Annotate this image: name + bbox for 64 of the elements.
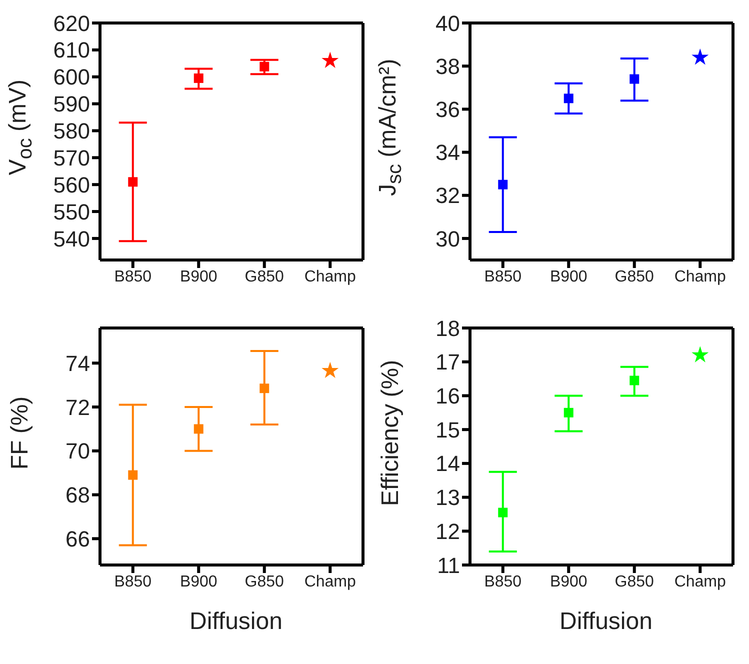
y-tick-label: 36 <box>436 96 460 122</box>
y-tick-label: 70 <box>66 438 90 464</box>
y-tick-label: 40 <box>436 10 460 36</box>
x-axis-title: Diffusion <box>188 608 284 636</box>
point <box>498 508 508 518</box>
x-tick-label: G850 <box>244 573 284 590</box>
point <box>322 362 339 378</box>
x-tick-label: B850 <box>114 268 152 286</box>
x-tick-label: B900 <box>550 573 588 590</box>
y-tick-label: 580 <box>53 118 90 144</box>
y-tick-label: 600 <box>53 64 90 90</box>
x-tick-label: Champ <box>304 268 356 286</box>
point <box>194 73 204 83</box>
point <box>564 94 574 104</box>
y-tick-label: 11 <box>437 552 460 578</box>
x-tick-label: G850 <box>614 268 654 286</box>
y-tick-label: 66 <box>66 526 90 552</box>
point <box>194 424 204 434</box>
x-tick-label: Champ <box>674 573 726 590</box>
y-axis-title: Efficiency (%) <box>377 359 405 506</box>
point <box>692 48 709 65</box>
point <box>260 62 270 72</box>
point <box>498 180 508 190</box>
y-tick-label: 14 <box>436 451 460 476</box>
y-tick-label: 72 <box>66 394 90 420</box>
x-tick-label: B850 <box>114 573 152 590</box>
point <box>128 470 138 480</box>
point <box>260 384 270 394</box>
x-tick-label: B850 <box>484 573 522 590</box>
y-tick-label: 17 <box>436 350 460 375</box>
x-tick-label: B900 <box>180 268 218 286</box>
point <box>630 74 640 84</box>
y-tick-label: 12 <box>436 518 460 544</box>
y-tick-label: 560 <box>53 172 90 198</box>
x-tick-label: B850 <box>484 268 522 286</box>
point <box>128 177 138 187</box>
y-tick-label: 68 <box>66 482 90 508</box>
point <box>692 346 709 362</box>
y-tick-label: 590 <box>53 92 90 117</box>
point <box>630 376 640 386</box>
point <box>564 408 574 418</box>
x-tick-label: G850 <box>614 573 654 590</box>
x-tick-label: Champ <box>674 268 726 286</box>
y-tick-label: 18 <box>436 316 460 341</box>
y-tick-label: 540 <box>53 226 90 252</box>
y-tick-label: 38 <box>436 54 460 79</box>
y-axis-title: FF (%) <box>7 396 35 470</box>
y-tick-label: 550 <box>53 199 90 224</box>
y-tick-label: 620 <box>53 10 90 36</box>
point <box>322 52 339 68</box>
y-tick-label: 30 <box>436 226 460 252</box>
y-tick-label: 74 <box>66 350 90 376</box>
x-tick-label: B900 <box>180 573 218 590</box>
x-axis-title: Diffusion <box>558 608 654 636</box>
x-tick-label: Champ <box>304 573 356 590</box>
y-tick-label: 16 <box>436 384 460 409</box>
y-tick-label: 13 <box>436 485 460 510</box>
y-tick-label: 610 <box>53 38 90 63</box>
y-tick-label: 570 <box>53 145 90 170</box>
x-tick-label: B900 <box>550 268 588 286</box>
y-tick-label: 32 <box>436 183 460 208</box>
y-tick-label: 34 <box>436 140 460 166</box>
x-tick-label: G850 <box>244 268 284 286</box>
y-tick-label: 15 <box>436 417 460 442</box>
